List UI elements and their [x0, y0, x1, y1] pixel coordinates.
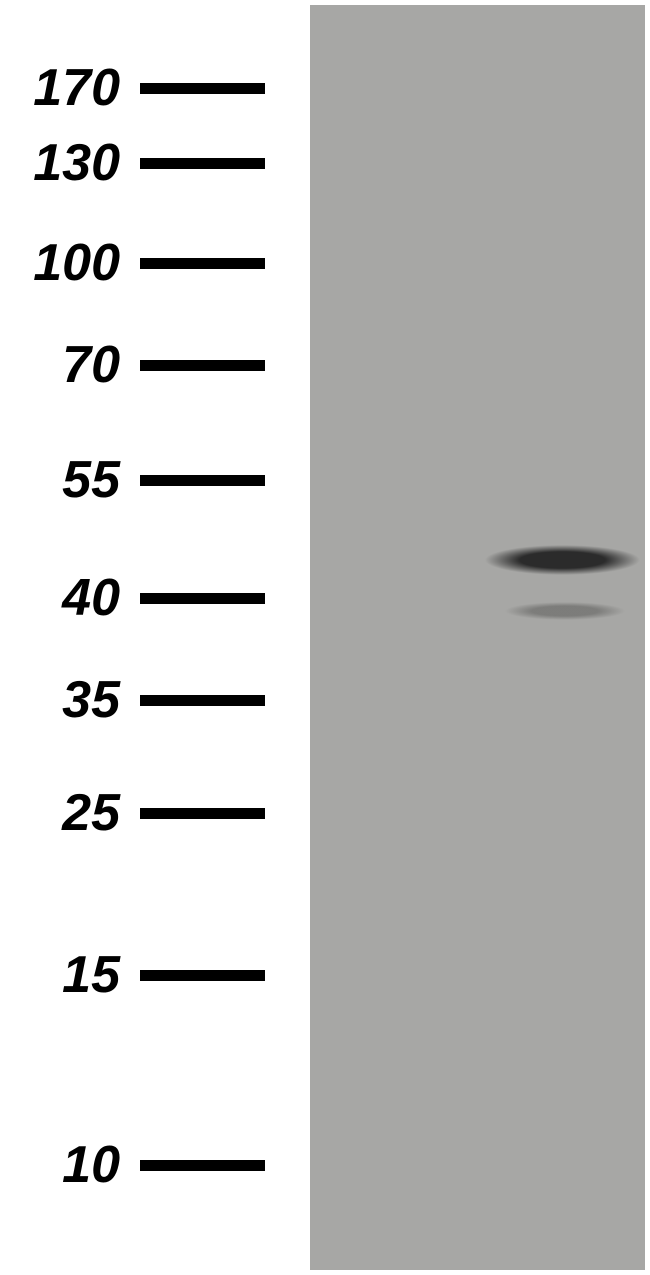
- marker-tick: [140, 593, 265, 604]
- marker-row-10: 10: [0, 1139, 305, 1191]
- marker-label: 25: [0, 787, 120, 839]
- marker-label: 15: [0, 949, 120, 1001]
- marker-row-170: 170: [0, 62, 305, 114]
- marker-label: 55: [0, 454, 120, 506]
- marker-row-130: 130: [0, 137, 305, 189]
- marker-tick: [140, 970, 265, 981]
- marker-tick: [140, 258, 265, 269]
- marker-tick: [140, 1160, 265, 1171]
- marker-row-35: 35: [0, 674, 305, 726]
- marker-label: 170: [0, 62, 120, 114]
- marker-row-40: 40: [0, 572, 305, 624]
- molecular-weight-ladder: 170 130 100 70 55 40 35 25 15 10: [0, 0, 305, 1275]
- blot-membrane: [310, 5, 645, 1270]
- marker-tick: [140, 83, 265, 94]
- marker-label: 10: [0, 1139, 120, 1191]
- marker-row-15: 15: [0, 949, 305, 1001]
- marker-tick: [140, 808, 265, 819]
- marker-label: 100: [0, 237, 120, 289]
- marker-row-55: 55: [0, 454, 305, 506]
- marker-label: 130: [0, 137, 120, 189]
- marker-tick: [140, 475, 265, 486]
- protein-band: [485, 545, 640, 575]
- marker-label: 70: [0, 339, 120, 391]
- marker-tick: [140, 360, 265, 371]
- marker-tick: [140, 695, 265, 706]
- marker-row-25: 25: [0, 787, 305, 839]
- marker-tick: [140, 158, 265, 169]
- marker-row-100: 100: [0, 237, 305, 289]
- marker-label: 35: [0, 674, 120, 726]
- marker-row-70: 70: [0, 339, 305, 391]
- protein-band: [505, 602, 625, 620]
- marker-label: 40: [0, 572, 120, 624]
- western-blot-figure: 170 130 100 70 55 40 35 25 15 10: [0, 0, 650, 1275]
